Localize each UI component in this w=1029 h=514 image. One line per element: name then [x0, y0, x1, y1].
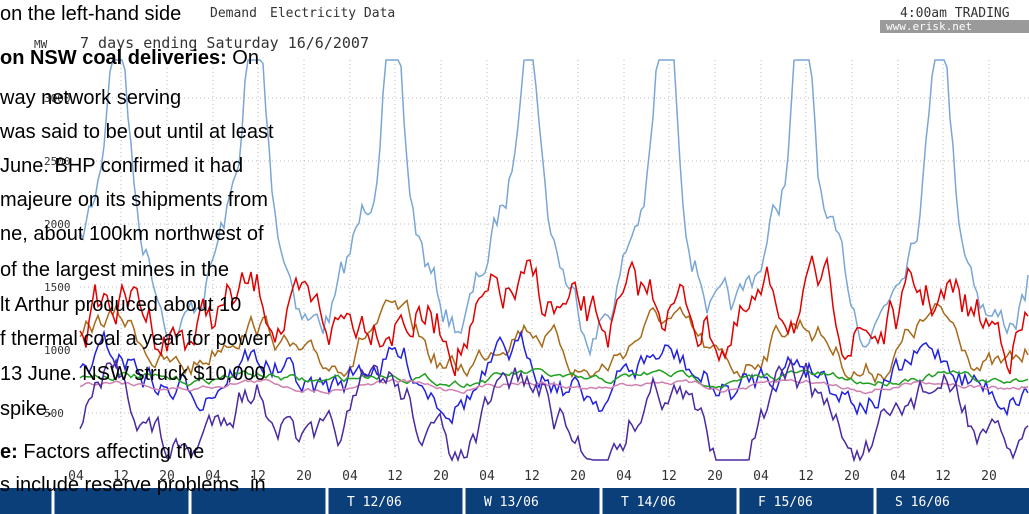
site: www.erisk.net — [886, 20, 972, 33]
hour-label: 12 — [113, 469, 129, 484]
day-label: S 16/06 — [895, 495, 950, 510]
trace — [79, 368, 1029, 389]
day-label: F 15/06 — [758, 495, 813, 510]
hour-label: 04 — [479, 469, 495, 484]
article-line: lt Arthur produced about 10 — [0, 294, 242, 316]
article-line: on NSW coal deliveries: On — [0, 47, 259, 69]
hour-label: 12 — [935, 469, 951, 484]
article-line: spike. — [0, 398, 53, 420]
hour-label: 04 — [68, 469, 84, 484]
hour-label: 20 — [707, 469, 723, 484]
trace — [79, 357, 1029, 463]
hour-label: 12 — [250, 469, 266, 484]
y-label: 3000 — [44, 92, 71, 105]
day-bar — [0, 488, 1029, 514]
y-label: 2500 — [44, 155, 71, 168]
chart-title: Electricity Data — [270, 6, 395, 21]
subtitle: 7 days ending Saturday 16/6/2007 — [80, 34, 369, 52]
hour-label: 12 — [661, 469, 677, 484]
hour-label: 04 — [616, 469, 632, 484]
trace — [79, 59, 1029, 358]
article-line: June. BHP confirmed it had — [0, 155, 244, 177]
hour-label: 04 — [753, 469, 769, 484]
article-line: e: Factors affecting the — [0, 441, 204, 463]
trading: 4:00am TRADING — [900, 6, 1010, 21]
hour-label: 20 — [296, 469, 312, 484]
heading: on NSW coal deliveries: — [0, 47, 227, 69]
hour-label: 12 — [387, 469, 403, 484]
y-label: 500 — [44, 407, 64, 420]
article-line: way network serving — [0, 87, 182, 109]
hour-label: 04 — [890, 469, 906, 484]
day-label: W 13/06 — [484, 495, 539, 510]
day-label: T 14/06 — [621, 495, 676, 510]
hour-label: 20 — [433, 469, 449, 484]
trace — [79, 255, 1029, 377]
hour-label: 20 — [159, 469, 175, 484]
trace — [79, 299, 1029, 385]
article-line: f thermal coal a year for power — [0, 328, 271, 350]
trace — [79, 378, 1029, 395]
hour-label: 20 — [844, 469, 860, 484]
article-line: on the left-hand side — [0, 3, 182, 25]
hour-label: 04 — [342, 469, 358, 484]
article-line: was said to be out until at least — [0, 121, 274, 143]
article-line: 13 June. NSW struck $10,000 — [0, 363, 266, 385]
text: On — [232, 47, 259, 69]
hour-label: 12 — [524, 469, 540, 484]
text: Factors affecting the — [23, 441, 205, 463]
hour-label: 20 — [570, 469, 586, 484]
hour-label: 04 — [205, 469, 221, 484]
y-label: 1000 — [44, 344, 71, 357]
hour-label: 20 — [981, 469, 997, 484]
article-line: s include reserve problems in — [0, 474, 266, 496]
unit: MW — [34, 38, 48, 51]
day-label: T 12/06 — [347, 495, 402, 510]
title-behind: Demand — [210, 6, 257, 21]
article-line: ne, about 100km northwest of — [0, 223, 264, 245]
hour-label: 12 — [798, 469, 814, 484]
article-line: majeure on its shipments from — [0, 189, 268, 211]
y-label: 1500 — [44, 281, 71, 294]
heading: e: — [0, 441, 18, 463]
y-label: 2000 — [44, 218, 71, 231]
site-badge — [880, 20, 1029, 33]
article-line: of the largest mines in the — [0, 259, 230, 281]
